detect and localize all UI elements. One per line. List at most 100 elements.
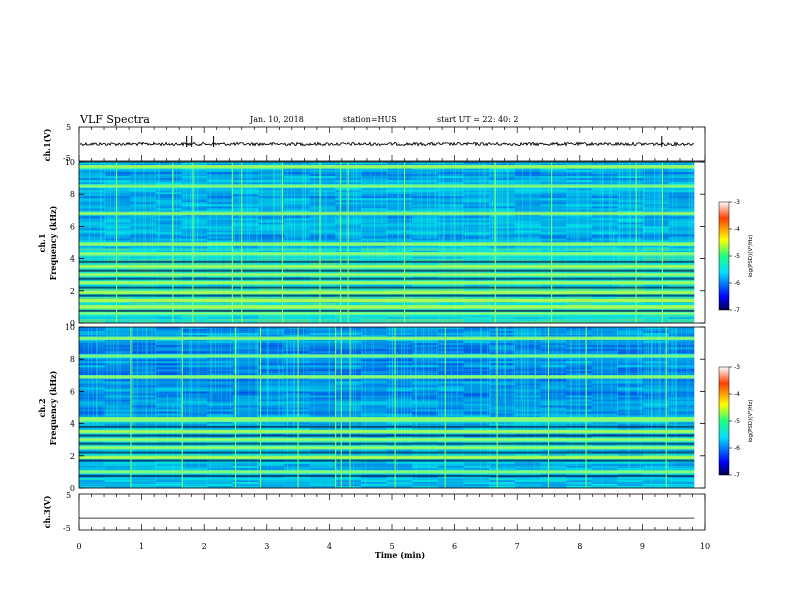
- spec-cell: [463, 288, 490, 292]
- spec-cell: [258, 218, 285, 221]
- spec-cell: [412, 218, 439, 221]
- spec-cell: [643, 461, 670, 465]
- spec-cell: [514, 427, 541, 430]
- spec-cell: [181, 373, 208, 376]
- spec-cell: [463, 220, 490, 223]
- spec-cell: [438, 465, 464, 469]
- spec-cell: [258, 453, 285, 457]
- spec-cell: [591, 174, 618, 177]
- spec-cell: [514, 172, 541, 175]
- spec-cell: [566, 196, 593, 199]
- spec-cell: [489, 463, 516, 467]
- spec-cell: [104, 192, 131, 195]
- spec-cell: [591, 415, 618, 418]
- spec-cell: [79, 222, 105, 225]
- spec-cell: [591, 194, 618, 197]
- spec-cell: [489, 329, 516, 332]
- spec-cell: [155, 240, 182, 243]
- spec-cell: [258, 258, 285, 261]
- ch1-spec-ytick-label-4: 4: [70, 255, 75, 264]
- spec-cell: [412, 387, 439, 390]
- spec-cell: [463, 371, 490, 374]
- spec-cell: [79, 320, 105, 324]
- spec-cell: [617, 218, 644, 221]
- spec-cell: [130, 341, 157, 344]
- spec-cell: [232, 238, 259, 241]
- spec-cell: [104, 333, 131, 336]
- spec-cell: [104, 206, 131, 209]
- spec-cell: [232, 449, 259, 453]
- spec-cell: [284, 481, 311, 485]
- spec-cell: [309, 170, 336, 173]
- spec-cell: [566, 236, 593, 239]
- ch2-spec-ytick-label-8: 8: [70, 355, 75, 364]
- spec-cell: [79, 170, 105, 173]
- spec-cell: [591, 483, 618, 487]
- spec-cell: [412, 379, 439, 382]
- spec-cell: [540, 405, 567, 408]
- spec-cell: [155, 481, 182, 485]
- spec-cell: [514, 335, 541, 338]
- ch2-spec-ytick-label-6: 6: [70, 387, 75, 396]
- spec-cell: [284, 477, 311, 481]
- spec-cell: [617, 349, 644, 352]
- spec-cell: [258, 475, 285, 479]
- spec-cell: [617, 226, 644, 229]
- spec-cell: [104, 238, 131, 241]
- spec-cell: [540, 206, 567, 209]
- date-label: Jan. 10, 2018: [249, 115, 304, 124]
- spec-cell: [155, 357, 182, 360]
- spec-cell: [284, 218, 311, 221]
- spec-cell: [438, 226, 464, 229]
- spec-cell: [617, 329, 644, 332]
- ch3-ytick-top: 5: [66, 491, 71, 500]
- spec-cell: [155, 208, 182, 211]
- cb-tick-label--7: -7: [734, 472, 740, 479]
- spec-cell: [566, 188, 593, 191]
- spec-cell: [438, 314, 464, 318]
- spec-cell: [438, 208, 464, 211]
- spec-cell: [155, 170, 182, 173]
- spec-cell: [181, 335, 208, 338]
- spec-cell: [463, 397, 490, 400]
- spec-cell: [155, 192, 182, 195]
- spec-cell: [207, 288, 234, 292]
- time-xticks: 0 1 2 3 4 5 6 7 8 9 10: [76, 494, 710, 551]
- spec-blank: [694, 162, 705, 323]
- spec-cell: [130, 351, 157, 354]
- spec-cell: [361, 296, 387, 300]
- spec-cell: [463, 467, 490, 471]
- spec-cell: [104, 230, 131, 233]
- spec-cell: [489, 230, 516, 233]
- spec-cell: [155, 222, 182, 225]
- spec-cell: [181, 230, 208, 233]
- spec-cell: [181, 232, 208, 235]
- spec-cell: [335, 411, 362, 414]
- spec-cell: [181, 371, 208, 374]
- spec-cell: [489, 250, 516, 253]
- spec-cell: [155, 329, 182, 332]
- spec-cell: [412, 214, 439, 217]
- spec-cell: [258, 250, 285, 253]
- spec-cell: [591, 162, 618, 165]
- spec-cell: [155, 262, 182, 265]
- spec-cell: [309, 365, 336, 368]
- spec-cell: [643, 389, 670, 392]
- spec-cell: [335, 327, 362, 330]
- spec-cell: [130, 170, 157, 173]
- spec-cell: [514, 485, 541, 489]
- spec-cell: [643, 349, 670, 352]
- spec-cell: [258, 236, 285, 239]
- spec-cell: [335, 483, 362, 487]
- spec-cell: [617, 238, 644, 241]
- spec-cell: [540, 198, 567, 201]
- spec-cell: [361, 365, 387, 368]
- spec-cell: [668, 345, 695, 348]
- spec-cell: [566, 357, 593, 360]
- spec-cell: [438, 409, 464, 412]
- spec-cell: [489, 347, 516, 350]
- spec-cell: [258, 170, 285, 173]
- spec-cell: [258, 188, 285, 191]
- spec-cell: [412, 170, 439, 173]
- spec-cell: [232, 170, 259, 173]
